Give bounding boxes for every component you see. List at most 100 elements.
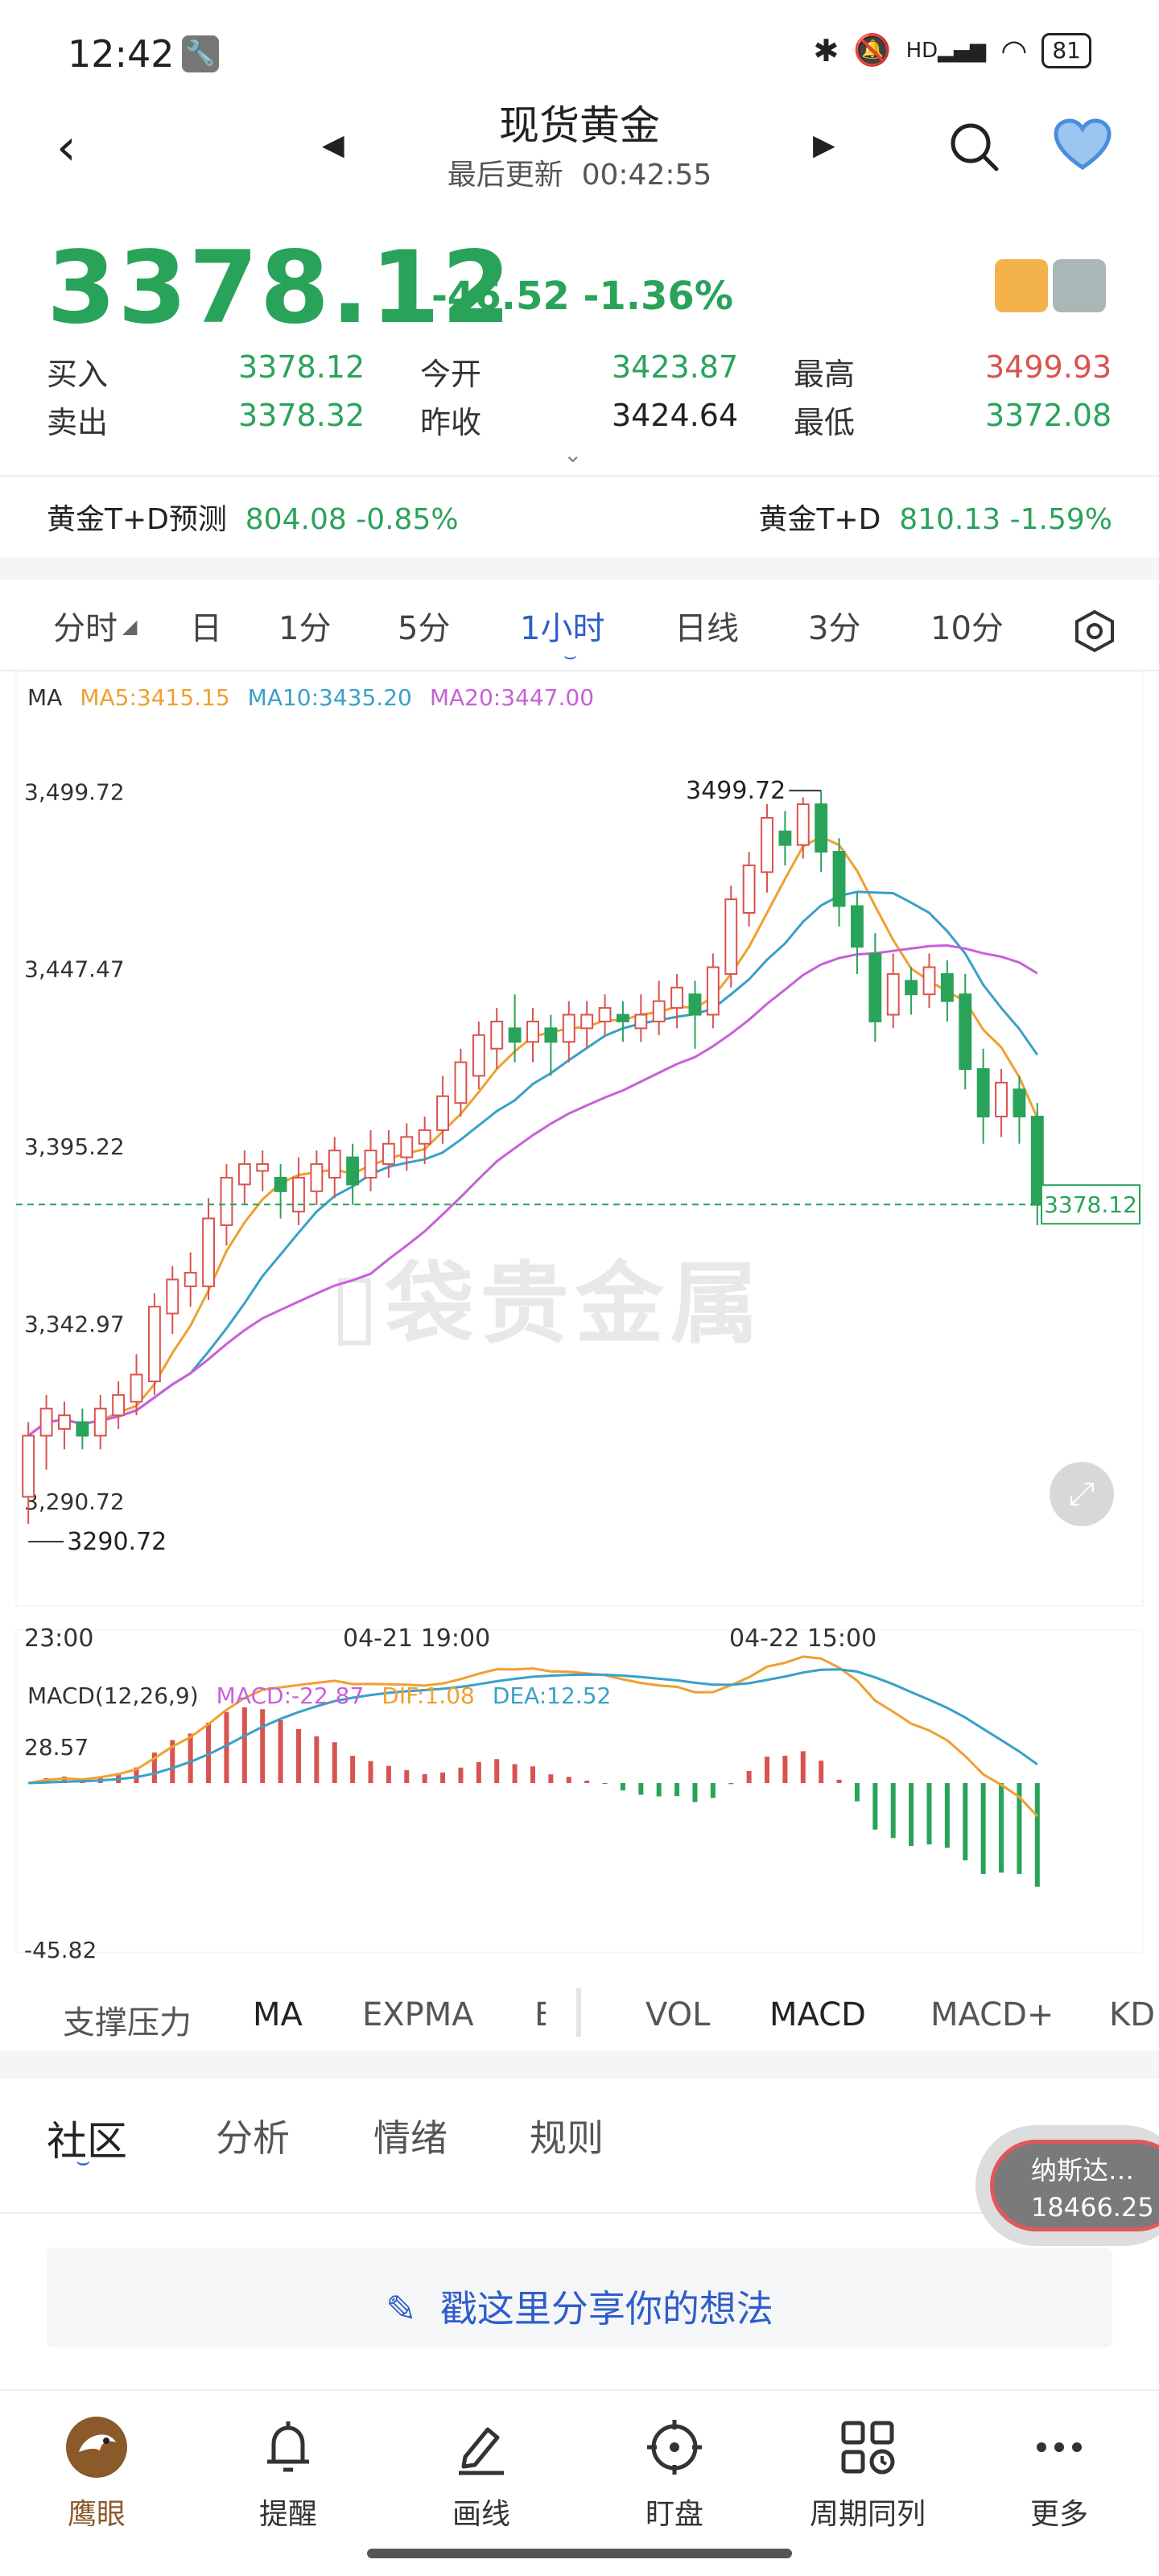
divider: [0, 475, 1159, 477]
ma-label: MA: [27, 684, 63, 711]
tab-community[interactable]: 社区: [47, 2118, 127, 2165]
tab-intraday[interactable]: 分时: [53, 610, 118, 647]
current-price-label: 3378.12: [1044, 1191, 1137, 1218]
expand-chevron-icon[interactable]: ⌄: [563, 441, 583, 468]
indicator-support[interactable]: 支撑压力: [63, 2004, 192, 2041]
nav-more[interactable]: 更多: [987, 2415, 1132, 2533]
nav-eagle-eye[interactable]: 鹰眼: [24, 2415, 169, 2533]
search-icon[interactable]: [947, 119, 1000, 172]
tab-daily[interactable]: 日线: [674, 610, 739, 647]
chart-frame: [15, 668, 1144, 1607]
currency-icon[interactable]: [1053, 259, 1106, 312]
macd-title: MACD(12,26,9): [27, 1682, 199, 1709]
candle-body: [184, 1272, 197, 1287]
settings-hexagon-icon[interactable]: [1070, 607, 1119, 655]
tab-1min[interactable]: 1分: [278, 610, 332, 647]
bell-icon: [267, 2421, 309, 2472]
candle-body: [220, 1176, 233, 1227]
floating-index-badge[interactable]: 纳斯达… 18466.25: [975, 2125, 1159, 2246]
candle-body: [688, 993, 702, 1016]
ma10-value: MA10:3435.20: [247, 684, 412, 711]
favorite-heart-icon[interactable]: [1053, 118, 1112, 171]
tab-analysis[interactable]: 分析: [216, 2116, 290, 2160]
candle-body: [436, 1095, 450, 1131]
candle-body: [112, 1393, 126, 1417]
td-quote[interactable]: 黄金T+D 810.13 -1.59%: [758, 503, 1112, 536]
candle-body: [328, 1150, 341, 1179]
section-gap: [0, 557, 1159, 580]
mute-icon: 🔕: [853, 32, 892, 68]
indicator-expma[interactable]: EXPMA: [362, 1996, 474, 2033]
macd-y-bottom: -45.82: [24, 1937, 97, 1963]
buy-value: 3378.12: [238, 349, 365, 385]
tab-1hour[interactable]: 1小时: [520, 610, 605, 647]
indicator-vol[interactable]: VOL: [645, 1996, 711, 2033]
share-thought-button[interactable]: ✎ 戳这里分享你的想法: [47, 2248, 1112, 2347]
candle-body: [382, 1142, 395, 1166]
low-value: 3372.08: [985, 398, 1112, 433]
prev-instrument-button[interactable]: ◀: [322, 129, 344, 162]
candle-body: [93, 1407, 107, 1437]
candle-body: [761, 816, 773, 873]
open-value: 3423.87: [612, 349, 739, 385]
prev-close-label: 昨收: [420, 405, 482, 440]
y-tick-label: 3,290.72: [24, 1488, 125, 1515]
tab-5min[interactable]: 5分: [398, 610, 451, 647]
sell-value: 3378.32: [238, 398, 365, 433]
candlestick-chart[interactable]: 3,499.72 3,447.47 3,395.22 3,342.97 3,290.72…: [0, 668, 1159, 1980]
candle-body: [778, 830, 792, 846]
back-button[interactable]: ‹: [56, 118, 76, 176]
tab-rules[interactable]: 规则: [530, 2116, 604, 2160]
macd-y-top: 28.57: [24, 1734, 89, 1761]
candle-body: [526, 1020, 539, 1043]
signal-icon: HD▂▄▆: [905, 38, 987, 63]
nav-watch[interactable]: 盯盘: [602, 2415, 747, 2533]
refresh-icon[interactable]: [995, 259, 1048, 312]
tab-five-day[interactable]: 日: [190, 610, 222, 647]
candle-body: [147, 1306, 161, 1383]
candle-body: [815, 803, 828, 853]
nav-draw[interactable]: 画线: [409, 2415, 554, 2533]
x-label-end: 04-22 15:00: [729, 1624, 877, 1653]
price-change: -46.52 -1.36%: [431, 274, 733, 319]
next-instrument-button[interactable]: ▶: [813, 129, 835, 162]
high-label: 最高: [794, 357, 856, 392]
timeframe-tabs: 分时 ◢ 日 1分 5分 1小时 日线 3分 10分: [0, 580, 1159, 668]
indicator-macd[interactable]: MACD: [769, 1996, 866, 2033]
x-label-mid: 04-21 19:00: [343, 1624, 491, 1653]
badge-value: 18466.25: [1031, 2192, 1154, 2223]
pencil-icon: ✎: [386, 2287, 417, 2330]
candle-body: [400, 1136, 414, 1158]
indicator-ma[interactable]: MA: [253, 1996, 303, 2033]
candle-body: [922, 966, 936, 996]
sell-label: 卖出: [47, 405, 109, 440]
x-label-start: 23:00: [24, 1624, 94, 1653]
bottom-nav: 鹰眼 提醒 画线 盯盘: [0, 2389, 1159, 2576]
y-tick-label: 3,447.47: [24, 956, 125, 983]
dea-line: [28, 1668, 1038, 1785]
candle-body: [292, 1176, 305, 1213]
candle-body: [237, 1163, 251, 1186]
nav-alert[interactable]: 提醒: [216, 2415, 361, 2533]
tab-3min[interactable]: 3分: [808, 610, 861, 647]
macd-value: MACD:-22.87: [216, 1682, 365, 1709]
fullscreen-icon[interactable]: ⤢: [1050, 1462, 1114, 1526]
indicator-divider: [576, 1988, 581, 2037]
candle-body: [995, 1081, 1008, 1118]
candle-body: [274, 1176, 287, 1192]
wifi-icon: ◠: [1000, 32, 1028, 68]
current-price: 3378.12: [47, 230, 513, 346]
candle-body: [346, 1156, 360, 1186]
indicator-kd[interactable]: KD: [1109, 1996, 1156, 2033]
candle-body: [418, 1129, 431, 1145]
tab-sentiment[interactable]: 情绪: [373, 2116, 448, 2160]
tab-10min[interactable]: 10分: [930, 610, 1004, 647]
last-update: 最后更新 00:42:55: [447, 159, 712, 192]
td-forecast[interactable]: 黄金T+D预测 804.08 -0.85%: [47, 503, 459, 536]
tab-intraday-dropdown-icon[interactable]: ◢: [122, 615, 138, 638]
candle-body: [1013, 1088, 1026, 1118]
home-indicator: [367, 2549, 792, 2558]
nav-period-compare[interactable]: 周期同列: [795, 2415, 940, 2533]
indicator-macd-plus[interactable]: MACD+: [930, 1996, 1054, 2033]
indicator-boll[interactable]: B: [534, 1996, 546, 2033]
